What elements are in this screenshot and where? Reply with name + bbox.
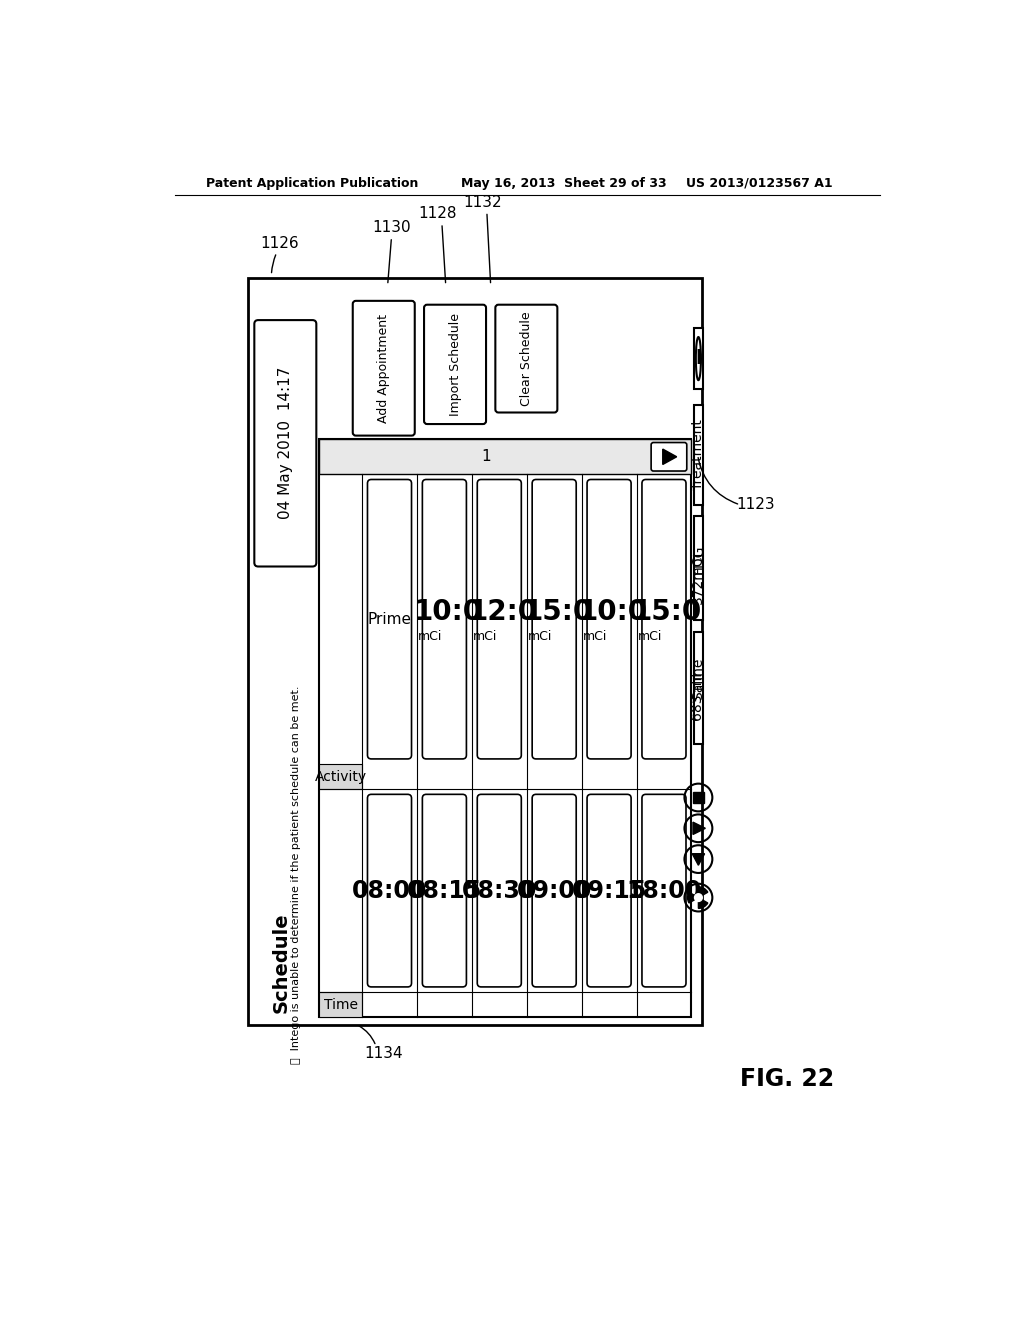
Text: mCi: mCi	[418, 630, 442, 643]
FancyBboxPatch shape	[352, 301, 415, 436]
Text: FIG. 22: FIG. 22	[740, 1067, 835, 1090]
Text: 10:0: 10:0	[414, 598, 483, 626]
Text: 04 May 2010  14:17: 04 May 2010 14:17	[278, 367, 293, 520]
Text: 1132: 1132	[464, 195, 502, 210]
Text: Treatment: Treatment	[691, 420, 706, 490]
Text: Schedule: Schedule	[271, 912, 291, 1014]
Text: mCi: mCi	[473, 630, 498, 643]
Text: 1130: 1130	[372, 220, 411, 235]
Wedge shape	[698, 887, 708, 896]
Bar	[693, 405, 703, 506]
Text: 1: 1	[481, 449, 490, 465]
Text: Import Schedule: Import Schedule	[449, 313, 462, 416]
Text: FDG: FDG	[691, 544, 706, 574]
Text: 08:00: 08:00	[352, 879, 427, 903]
FancyBboxPatch shape	[254, 321, 316, 566]
Text: Time: Time	[324, 998, 357, 1011]
Bar	[248, 277, 701, 1024]
FancyBboxPatch shape	[532, 479, 577, 759]
FancyBboxPatch shape	[368, 795, 412, 987]
Text: 08:30: 08:30	[462, 879, 537, 903]
Text: 1134: 1134	[365, 1047, 403, 1061]
Polygon shape	[663, 449, 677, 465]
FancyBboxPatch shape	[496, 305, 557, 412]
Text: ⓘ  Intego is unable to determine if the patient schedule can be met.: ⓘ Intego is unable to determine if the p…	[291, 685, 301, 1064]
Polygon shape	[692, 854, 705, 866]
Text: Prime: Prime	[368, 611, 412, 627]
Text: Patent Application Publication: Patent Application Publication	[206, 177, 418, 190]
Bar	[319, 440, 691, 474]
Bar	[319, 764, 362, 789]
FancyBboxPatch shape	[642, 479, 686, 759]
Text: May 16, 2013  Sheet 29 of 33: May 16, 2013 Sheet 29 of 33	[461, 177, 667, 190]
Text: mCi: mCi	[528, 630, 552, 643]
Text: US 2013/0123567 A1: US 2013/0123567 A1	[686, 177, 833, 190]
Wedge shape	[687, 892, 695, 903]
FancyBboxPatch shape	[587, 795, 631, 987]
Circle shape	[694, 894, 702, 902]
Text: 683 ml: 683 ml	[691, 673, 706, 721]
Text: 1126: 1126	[260, 235, 298, 251]
Text: 08:15: 08:15	[407, 879, 482, 903]
Text: 15:0: 15:0	[523, 598, 593, 626]
Text: mCi: mCi	[638, 630, 663, 643]
Text: 372mCi: 372mCi	[691, 550, 706, 605]
Bar	[319, 993, 362, 1016]
FancyBboxPatch shape	[651, 442, 687, 471]
Bar	[693, 632, 703, 743]
Bar	[693, 792, 703, 803]
Text: Activity: Activity	[314, 770, 367, 784]
FancyBboxPatch shape	[477, 795, 521, 987]
Text: 09:15: 09:15	[571, 879, 647, 903]
FancyBboxPatch shape	[422, 479, 466, 759]
Text: l: l	[695, 348, 701, 368]
Bar	[693, 516, 703, 620]
FancyBboxPatch shape	[477, 479, 521, 759]
Polygon shape	[693, 822, 706, 834]
Text: 18:00: 18:00	[627, 879, 701, 903]
Text: 10:0: 10:0	[579, 598, 647, 626]
Bar	[693, 327, 703, 389]
Text: 12:0: 12:0	[469, 598, 538, 626]
FancyBboxPatch shape	[424, 305, 486, 424]
Text: 15:0: 15:0	[633, 598, 702, 626]
Wedge shape	[698, 899, 708, 908]
FancyBboxPatch shape	[532, 795, 577, 987]
Text: Clear Schedule: Clear Schedule	[520, 312, 532, 407]
Bar	[319, 440, 691, 1016]
FancyBboxPatch shape	[422, 795, 466, 987]
FancyBboxPatch shape	[642, 795, 686, 987]
FancyBboxPatch shape	[368, 479, 412, 759]
FancyBboxPatch shape	[587, 479, 631, 759]
Text: mCi: mCi	[583, 630, 607, 643]
Text: 1128: 1128	[419, 206, 458, 222]
Text: Saline: Saline	[691, 657, 706, 700]
Text: 1123: 1123	[736, 498, 775, 512]
Text: 09:00: 09:00	[516, 879, 592, 903]
Text: Add Appointment: Add Appointment	[377, 314, 390, 424]
